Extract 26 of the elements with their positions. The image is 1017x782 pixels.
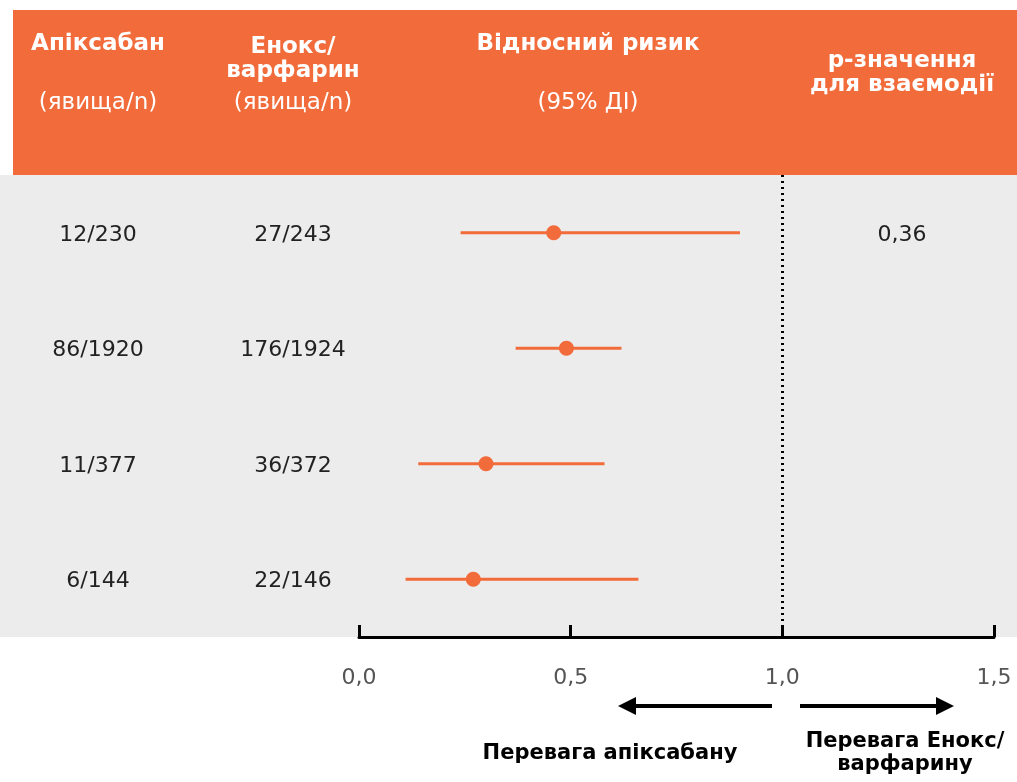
point	[465, 571, 481, 587]
text: 176/1924	[240, 335, 346, 361]
point	[558, 340, 574, 356]
point	[546, 225, 562, 241]
x-tick-label: 0,0	[341, 663, 377, 689]
text: 12/230	[59, 220, 137, 246]
text: Відносний ризик	[476, 29, 700, 55]
text: 11/377	[59, 451, 137, 477]
point	[478, 456, 494, 472]
annotation: 0,36	[877, 220, 927, 246]
text: Енокс/ варфарин	[225, 32, 361, 82]
text: (95% ДІ)	[537, 88, 639, 114]
text: 27/243	[254, 220, 332, 246]
text: (явища/n)	[38, 88, 158, 114]
text: 22/146	[254, 566, 332, 592]
text: p-значення для взаємодії	[808, 46, 996, 96]
x-tick-label: 1,5	[976, 663, 1012, 689]
text: 6/144	[66, 566, 130, 592]
text: Перевага апіксабану	[482, 739, 738, 764]
text: Перевага Енокс/ варфарину	[804, 728, 1006, 775]
text: 86/1920	[52, 335, 144, 361]
text: 36/372	[254, 451, 332, 477]
x-tick-label: 1,0	[764, 663, 800, 689]
x-tick-label: 0,5	[553, 663, 589, 689]
text: (явища/n)	[233, 88, 353, 114]
text: Апіксабан	[31, 29, 165, 55]
